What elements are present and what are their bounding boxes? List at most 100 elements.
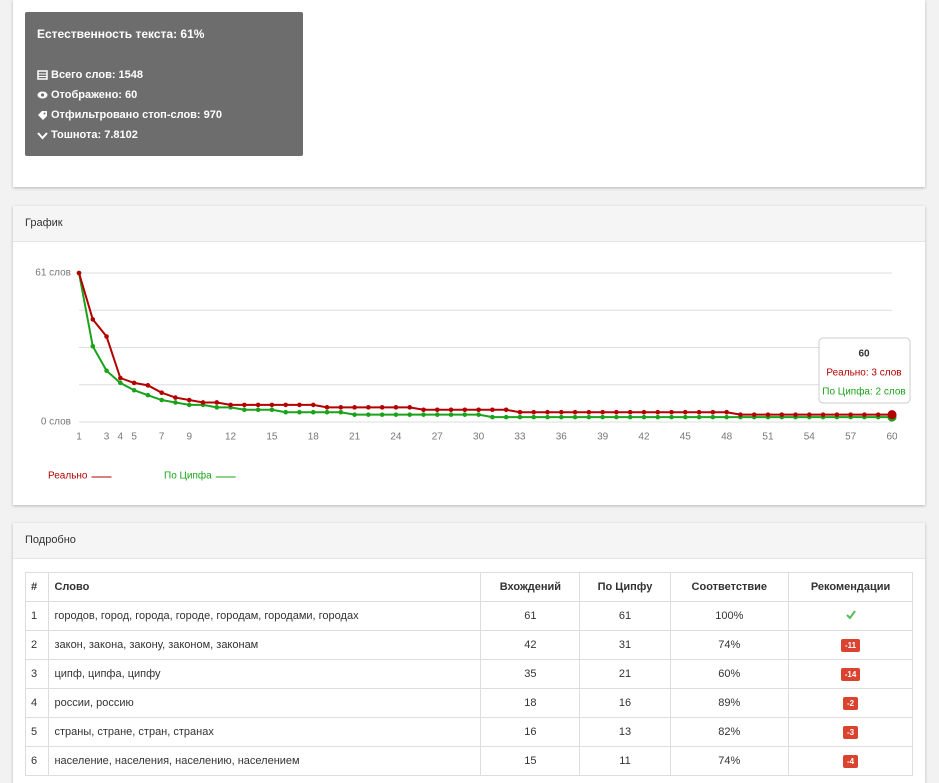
table-cell: 89% xyxy=(669,688,790,718)
point xyxy=(352,412,357,417)
point xyxy=(558,414,564,420)
table-cell: 18 xyxy=(480,688,581,718)
point xyxy=(600,409,605,415)
point xyxy=(627,414,633,420)
point xyxy=(448,407,454,413)
point xyxy=(724,414,729,420)
point xyxy=(90,317,96,322)
table-cell: городов, город, города, городе, городам,… xyxy=(48,601,482,631)
table-cell: -2 xyxy=(788,688,913,718)
legend-label: Реально xyxy=(48,471,88,482)
point xyxy=(738,412,743,417)
table-row: 6 население, населения, населению, населе… xyxy=(24,746,913,776)
table-cell: 74% xyxy=(669,630,790,660)
x-tick-label: 54 xyxy=(804,432,816,443)
point xyxy=(186,397,192,403)
x-tick-label: 27 xyxy=(432,432,444,443)
header-cell: Соответствие xyxy=(669,572,790,602)
point xyxy=(696,414,702,420)
point xyxy=(131,387,137,393)
tooltip-line: Реально: 3 слов xyxy=(826,368,901,379)
point xyxy=(531,414,537,420)
point xyxy=(214,400,220,405)
point xyxy=(558,409,564,415)
point xyxy=(393,412,399,417)
recommendation-badge: -3 xyxy=(842,726,859,739)
table-cell: 6 xyxy=(24,746,50,776)
table-row: 4 россии, россию 18 16 89% -2 xyxy=(24,688,913,718)
x-tick-label: 51 xyxy=(762,432,774,443)
table-cell: 61 xyxy=(480,601,581,631)
table-row: 5 страны, стране, стран, странах 16 13 82% -3 xyxy=(24,717,913,747)
point xyxy=(779,412,785,417)
point xyxy=(448,412,454,417)
table-cell: закон, закона, закону, законом, законам xyxy=(48,630,482,660)
point xyxy=(476,407,481,413)
point xyxy=(173,395,178,400)
point xyxy=(476,412,481,417)
point xyxy=(338,409,344,415)
point xyxy=(462,407,468,413)
x-tick-label: 15 xyxy=(266,432,278,443)
x-tick-label: 57 xyxy=(845,432,857,443)
x-tick-label: 60 xyxy=(886,432,898,443)
point xyxy=(600,414,605,420)
x-tick-label: 21 xyxy=(349,432,361,443)
table-cell: россии, россию xyxy=(48,688,482,718)
tooltip-box xyxy=(818,337,911,404)
table-cell: 1 xyxy=(24,601,50,631)
x-tick-label: 7 xyxy=(159,432,165,443)
point xyxy=(710,414,716,420)
x-tick-label: 33 xyxy=(514,432,526,443)
tooltip-line: По Ципфа: 2 слов xyxy=(822,386,905,398)
header-cell: Вхождений xyxy=(480,572,581,602)
table-cell: -4 xyxy=(788,746,913,776)
point xyxy=(159,390,164,395)
point xyxy=(834,412,840,417)
recommendation-badge: -11 xyxy=(840,639,861,652)
point xyxy=(242,407,247,413)
table-cell: 11 xyxy=(579,746,671,776)
stats-title: Естественность текста: 61% xyxy=(37,27,205,41)
x-tick-label: 48 xyxy=(721,432,733,443)
point xyxy=(887,410,897,420)
point xyxy=(848,412,853,417)
point xyxy=(614,409,619,415)
point xyxy=(641,414,647,420)
point xyxy=(173,400,178,405)
point xyxy=(724,409,729,415)
point xyxy=(751,412,757,417)
header-cell: По Ципфу xyxy=(579,572,671,602)
table-cell: население, населения, населению, населен… xyxy=(48,746,482,776)
point xyxy=(820,412,826,417)
recommendation-badge: -14 xyxy=(840,668,861,681)
point xyxy=(545,414,550,420)
point xyxy=(283,402,288,408)
point xyxy=(214,405,220,410)
table-cell: 82% xyxy=(669,717,790,747)
point xyxy=(310,409,316,415)
point xyxy=(490,407,495,413)
point xyxy=(627,409,633,415)
point xyxy=(807,412,812,417)
table-row: 2 закон, закона, закону, законом, законам… xyxy=(24,630,913,660)
point xyxy=(352,405,357,410)
point xyxy=(200,400,206,405)
table-row: 1 городов, город, города, городе, городам… xyxy=(24,601,913,631)
stat-item: Отфильтровано стоп-слов: 970 xyxy=(37,109,222,121)
x-tick-label: 3 xyxy=(104,432,110,443)
table-cell: 42 xyxy=(480,630,581,660)
panel-title: График xyxy=(13,206,925,242)
table-cell: 4 xyxy=(24,688,50,718)
point xyxy=(324,409,330,415)
point xyxy=(862,412,867,417)
x-tick-label: 24 xyxy=(390,432,402,443)
point xyxy=(76,270,82,276)
point xyxy=(683,409,688,415)
table-cell: 16 xyxy=(480,717,581,747)
point xyxy=(118,380,123,386)
point xyxy=(242,402,247,408)
point xyxy=(269,407,275,413)
point xyxy=(297,402,302,408)
table-cell: -11 xyxy=(788,630,913,660)
